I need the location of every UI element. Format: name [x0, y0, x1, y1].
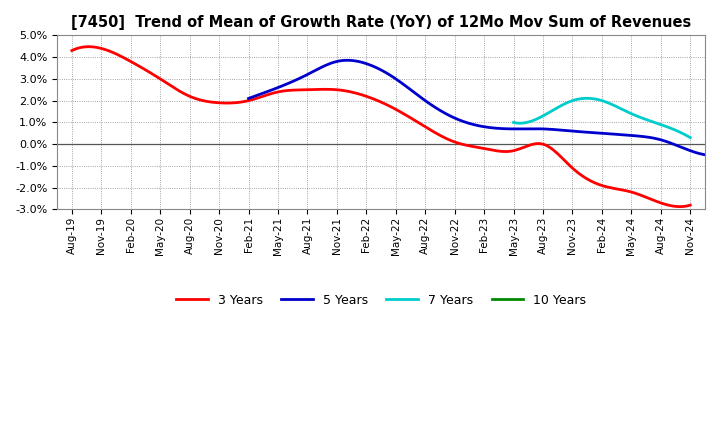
7 Years — [582, 95, 591, 101]
5 Years — [246, 95, 254, 100]
7 Years — [615, 105, 624, 110]
3 Years — [84, 44, 93, 49]
5 Years — [673, 143, 682, 148]
5 Years — [643, 134, 652, 139]
3 Years — [68, 48, 76, 53]
7 Years — [618, 107, 626, 112]
5 Years — [526, 126, 535, 132]
Line: 3 Years: 3 Years — [72, 47, 690, 207]
7 Years — [670, 127, 679, 132]
3 Years — [686, 202, 695, 208]
3 Years — [675, 204, 684, 209]
3 Years — [436, 133, 444, 138]
3 Years — [448, 139, 456, 144]
5 Years — [716, 152, 720, 158]
3 Years — [591, 180, 600, 186]
5 Years — [244, 96, 253, 101]
7 Years — [659, 123, 667, 128]
5 Years — [709, 153, 718, 158]
5 Years — [525, 126, 534, 132]
Title: [7450]  Trend of Mean of Growth Rate (YoY) of 12Mo Mov Sum of Revenues: [7450] Trend of Mean of Growth Rate (YoY… — [71, 15, 691, 30]
3 Years — [70, 47, 78, 52]
7 Years — [686, 135, 695, 140]
3 Years — [630, 191, 639, 196]
7 Years — [509, 120, 518, 125]
7 Years — [614, 105, 623, 110]
5 Years — [534, 126, 543, 132]
5 Years — [343, 58, 352, 63]
Line: 5 Years: 5 Years — [248, 60, 720, 156]
7 Years — [510, 120, 518, 125]
3 Years — [438, 134, 446, 139]
Line: 7 Years: 7 Years — [513, 98, 690, 138]
Legend: 3 Years, 5 Years, 7 Years, 10 Years: 3 Years, 5 Years, 7 Years, 10 Years — [171, 289, 591, 312]
